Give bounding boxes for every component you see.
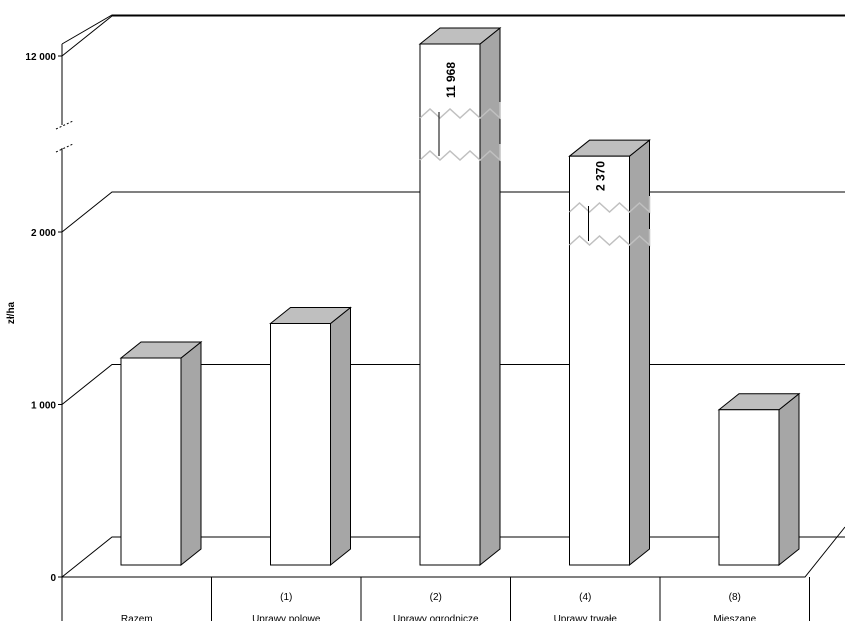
bar-4	[717, 392, 801, 567]
tick-label-0: 0	[50, 573, 56, 584]
bar-side-4	[778, 392, 800, 567]
category-code-1: (1)	[280, 592, 292, 603]
bar-front-2	[419, 43, 481, 566]
tick-label-1: 1 000	[31, 401, 56, 412]
y-axis-label: zł/ha	[6, 301, 17, 324]
category-name-3: Uprawy trwałe	[554, 614, 618, 621]
tick-label-3: 12 000	[25, 52, 56, 63]
break-zigzag-2-1	[419, 144, 501, 162]
category-name-2: Uprawy ogrodnicze	[393, 614, 479, 621]
bar-3: 2 370	[568, 139, 651, 567]
back-top-line	[61, 14, 845, 45]
break-zigzag-3-1	[568, 229, 651, 247]
axis-break-marker	[55, 120, 74, 153]
data-label-2: 11 968	[444, 62, 458, 98]
category-name-1: Uprawy polowe	[252, 614, 321, 621]
bar-front-4	[718, 409, 780, 566]
data-label-3: 2 370	[594, 161, 608, 191]
bars: 11 968 2 370	[119, 26, 801, 567]
y-axis-ticks: 0 1 000 2 000 12 000	[25, 52, 62, 584]
bar-front-1	[270, 323, 331, 566]
bar-front-0	[120, 357, 182, 566]
break-zigzag-2-0	[419, 102, 501, 120]
bar-side-1	[330, 306, 351, 567]
category-code-3: (4)	[579, 592, 591, 603]
gridline-3	[61, 15, 845, 57]
category-code-4: (8)	[729, 592, 741, 603]
category-table: Razem (1) Uprawy polowe (2) Uprawy ogrodnicz…	[61, 577, 810, 621]
bar-front-3	[569, 155, 630, 566]
bar-1	[269, 306, 352, 567]
bar-side-0	[180, 340, 202, 567]
bar-2: 11 968	[418, 26, 502, 567]
category-name-0: Razem	[121, 614, 153, 621]
break-zigzag-3-0	[568, 196, 651, 214]
category-code-2: (2)	[430, 592, 442, 603]
category-name-4: Mieszane	[713, 614, 756, 621]
tick-label-2: 2 000	[31, 228, 56, 239]
bar-0	[119, 340, 203, 567]
